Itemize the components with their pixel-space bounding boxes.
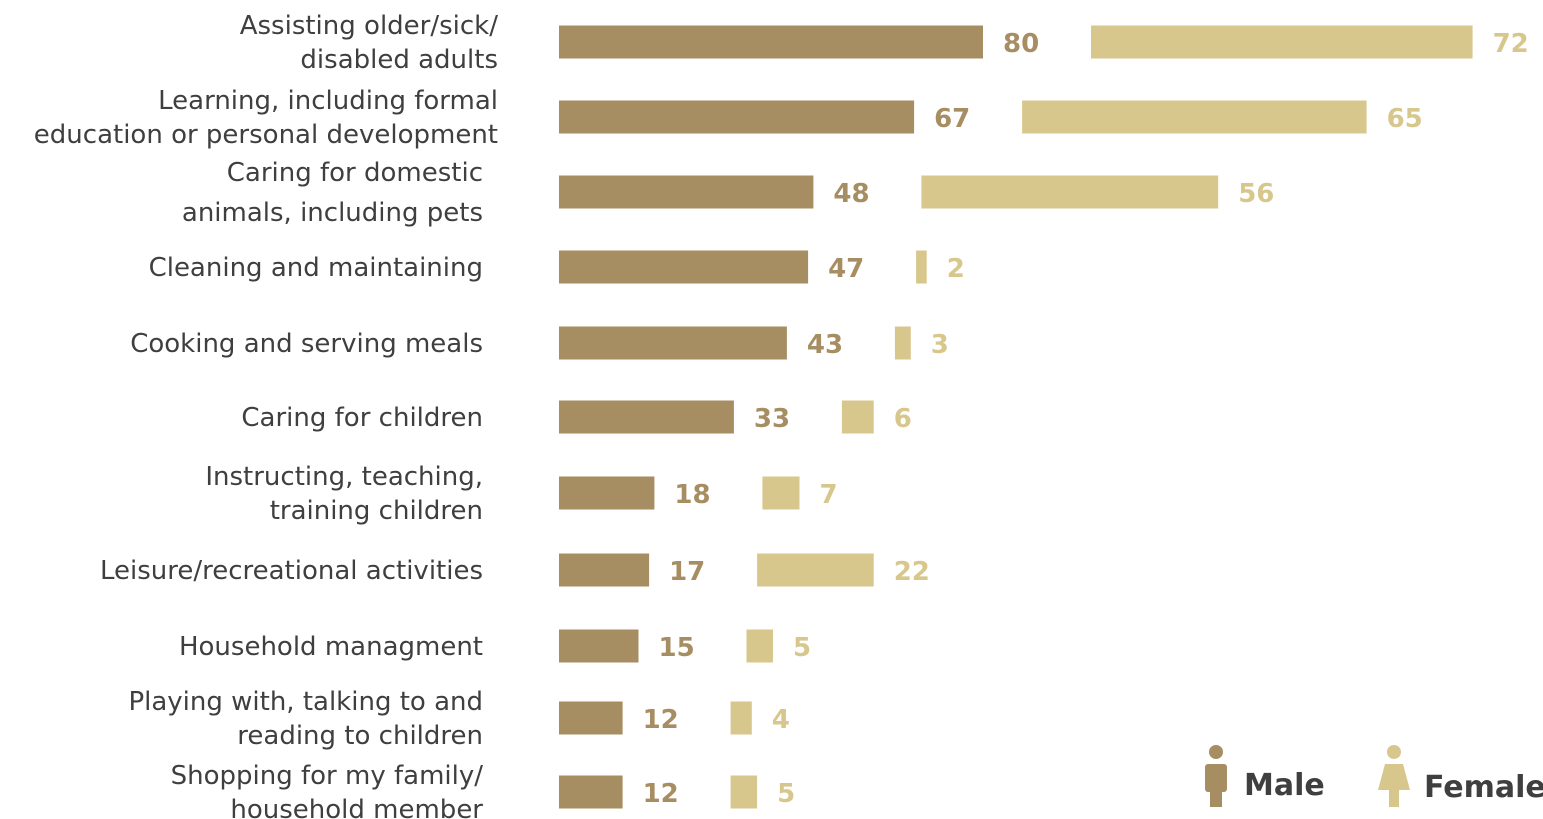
male-value-label: 48 (833, 179, 869, 209)
category-label: Assisting older/sick/disabled adults (240, 11, 499, 75)
legend-male-label: Male (1244, 768, 1325, 803)
category-label-line: Playing with, talking to and (128, 687, 483, 717)
category-label-line: Caring for domestic (227, 158, 483, 188)
female-bar (1091, 25, 1473, 59)
category-label: Playing with, talking to and reading to c… (128, 687, 483, 751)
category-label-line: Assisting older/sick/ (240, 11, 499, 41)
male-value-label: 43 (807, 330, 843, 360)
female-value-label: 22 (894, 557, 930, 587)
category-label: Instructing, teaching, training children (205, 462, 483, 526)
category-label: Caring for children (241, 403, 483, 433)
category-label-line: training children (270, 496, 483, 526)
female-value-label: 2 (947, 254, 965, 284)
female-value-label: 56 (1238, 179, 1274, 209)
category-label: Cooking and serving meals (130, 329, 483, 359)
male-bar (559, 100, 915, 134)
male-bar (559, 250, 809, 284)
male-value-label: 18 (674, 480, 710, 510)
female-bar (1022, 100, 1367, 134)
female-value-label: 7 (820, 480, 838, 510)
legend: Male Female (1205, 745, 1543, 807)
female-value-label: 5 (777, 779, 795, 809)
category-label-line: animals, including pets (182, 198, 483, 228)
female-bar (757, 553, 874, 587)
male-value-label: 12 (643, 705, 679, 735)
female-bar (746, 629, 773, 663)
category-label-line: disabled adults (300, 45, 498, 75)
male-value-label: 80 (1003, 29, 1039, 59)
male-bar (559, 629, 639, 663)
female-bar (730, 775, 758, 809)
male-value-label: 33 (754, 404, 790, 434)
female-value-label: 65 (1387, 104, 1423, 134)
female-bar (841, 400, 874, 434)
category-label: Leisure/recreational activities (100, 556, 483, 586)
female-value-label: 5 (793, 633, 811, 663)
female-value-label: 72 (1493, 29, 1529, 59)
female-value-label: 3 (931, 330, 949, 360)
male-value-label: 12 (643, 779, 679, 809)
category-label: Household managment (179, 632, 483, 662)
category-label-line: Shopping for my family/ (171, 761, 484, 791)
female-person-icon (1378, 745, 1410, 807)
category-label: Cleaning and maintaining (149, 253, 483, 283)
male-value-label: 17 (669, 557, 705, 587)
male-bar (559, 175, 814, 209)
female-bar (894, 326, 911, 360)
male-bar (559, 553, 650, 587)
female-bar (921, 175, 1219, 209)
female-value-label: 6 (894, 404, 912, 434)
category-label-line: reading to children (237, 721, 483, 751)
category-label-line: Learning, including formal (158, 86, 498, 116)
category-label: Shopping for my family/household member (171, 761, 484, 819)
male-value-label: 67 (934, 104, 970, 134)
male-value-label: 47 (828, 254, 864, 284)
category-label-line: Cleaning and maintaining (149, 253, 483, 283)
category-label-line: education or personal development (34, 120, 498, 150)
female-bar (762, 476, 800, 510)
category-label: Caring for domestic animals, including pe… (182, 158, 483, 228)
legend-female: Female (1378, 745, 1543, 807)
male-bar (559, 400, 734, 434)
category-label-line: Caring for children (241, 403, 483, 433)
legend-female-label: Female (1424, 770, 1543, 805)
male-bar (559, 476, 655, 510)
male-person-icon (1205, 745, 1227, 807)
female-bar (916, 250, 927, 284)
legend-male: Male (1205, 745, 1325, 807)
male-bar (559, 701, 623, 735)
male-bar (559, 775, 623, 809)
category-label-line: Household managment (179, 632, 483, 662)
female-value-label: 4 (772, 705, 790, 735)
male-value-label: 15 (659, 633, 695, 663)
category-label-line: Instructing, teaching, (205, 462, 483, 492)
category-label-line: Leisure/recreational activities (100, 556, 483, 586)
male-bar (559, 326, 787, 360)
male-bar (559, 25, 983, 59)
female-bar (730, 701, 752, 735)
category-label-line: Cooking and serving meals (130, 329, 483, 359)
category-label-line: household member (230, 795, 483, 819)
category-labels: Assisting older/sick/disabled adults Lear… (34, 11, 498, 819)
category-label: Learning, including formal education or p… (34, 86, 498, 150)
